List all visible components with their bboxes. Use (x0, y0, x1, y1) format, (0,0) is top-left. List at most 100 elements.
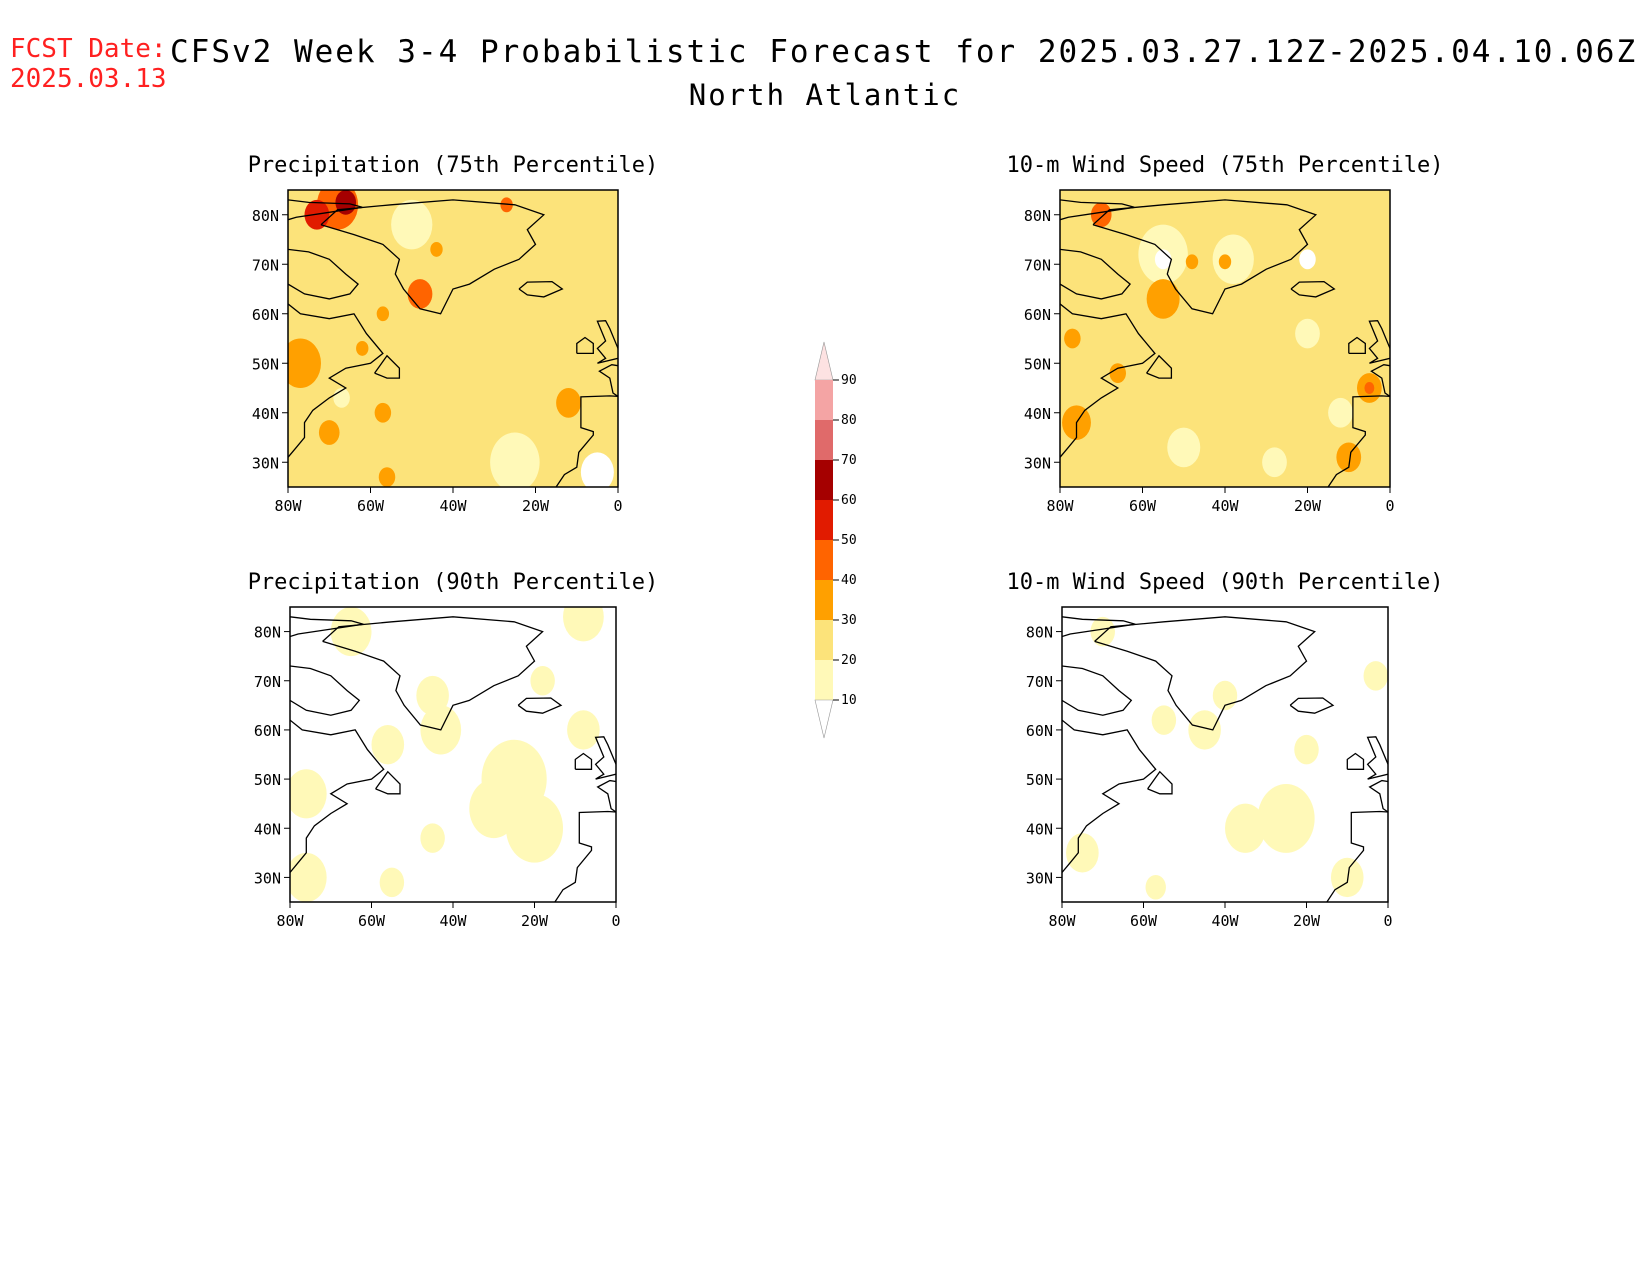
probability-patch (1145, 874, 1166, 900)
coastline (1147, 770, 1173, 795)
probability-patch (1257, 784, 1315, 853)
lat-tick-label: 30N (1026, 869, 1053, 887)
probability-patch (1363, 661, 1388, 691)
coastline (596, 779, 616, 813)
lon-tick-label: 40W (1211, 497, 1239, 515)
probability-field (1062, 607, 1388, 902)
probability-patch (1064, 328, 1081, 349)
map-panel-wind90: 10-m Wind Speed (90th Percentile) 80N 70N 6… (1006, 570, 1443, 930)
probability-base-fill (288, 190, 618, 487)
lat-tick-label: 70N (1024, 256, 1051, 274)
coastline (596, 320, 618, 364)
lon-tick-label: 80W (274, 497, 302, 515)
colorbar-label: 80 (841, 413, 857, 428)
lat-tick-label: 30N (254, 869, 281, 887)
coastline (1290, 280, 1336, 298)
probability-patch (379, 867, 405, 898)
probability-patch (1151, 705, 1177, 735)
lat-tick-label: 60N (1024, 306, 1051, 324)
coastline (1092, 199, 1318, 315)
probability-field (288, 190, 618, 487)
colorbar-segment (815, 380, 833, 420)
coastline (517, 697, 563, 714)
coastline (1348, 336, 1366, 355)
coastline (374, 354, 401, 379)
lon-tick-label: 0 (611, 912, 620, 930)
probability-patch (1294, 734, 1319, 765)
lon-tick-label: 40W (439, 912, 467, 930)
map-panel-precip90: Precipitation (90th Percentile) 80N 70N 60N… (248, 570, 659, 930)
lon-tick-label: 40W (1211, 912, 1239, 930)
probability-patch (318, 420, 340, 445)
lat-tick-label: 50N (1024, 355, 1051, 373)
coastline (288, 303, 384, 458)
probability-patch (378, 467, 396, 487)
coastline (1060, 199, 1135, 221)
lat-tick-label: 40N (1026, 820, 1053, 838)
probability-patch (505, 793, 564, 863)
coastline (594, 736, 616, 780)
coastline (555, 395, 618, 487)
probability-patch (1364, 382, 1375, 394)
lon-tick-label: 20W (1293, 912, 1321, 930)
coastline (1146, 354, 1173, 379)
coastline (1327, 395, 1390, 487)
probability-patch (430, 241, 443, 257)
colorbar-label: 40 (841, 573, 857, 588)
probability-base-fill (290, 607, 616, 902)
lat-tick-label: 50N (1026, 771, 1053, 789)
probability-patch (1066, 833, 1099, 873)
coastline (1094, 616, 1316, 731)
probability-patch (1295, 318, 1320, 349)
coastline (288, 248, 360, 300)
colorbar-top-cap (814, 341, 834, 381)
probability-field (1060, 190, 1390, 487)
probability-patch (1146, 279, 1180, 319)
colorbar-segment (815, 660, 833, 700)
colorbar: 10 20 30 40 50 60 70 80 90 (814, 341, 857, 739)
panel-title: 10-m Wind Speed (90th Percentile) (1006, 570, 1443, 595)
colorbar-label: 70 (841, 453, 857, 468)
probability-patch (290, 852, 327, 902)
probability-patch (1185, 254, 1199, 270)
lat-tick-label: 70N (254, 673, 281, 691)
lat-tick-label: 30N (1024, 454, 1051, 472)
probability-field (290, 607, 616, 902)
probability-patch (420, 823, 445, 853)
lon-tick-label: 60W (1129, 497, 1157, 515)
probability-patch (391, 199, 433, 250)
probability-patch (371, 725, 405, 765)
probability-base-fill (1062, 607, 1388, 902)
probability-patch (490, 432, 540, 487)
lat-tick-label: 70N (1026, 673, 1053, 691)
colorbar-segment (815, 540, 833, 580)
coastline (1326, 810, 1388, 902)
probability-patch (567, 710, 600, 750)
region-subtitle: North Atlantic (688, 78, 962, 112)
probability-patch (1299, 249, 1316, 270)
panel-title: 10-m Wind Speed (75th Percentile) (1006, 153, 1443, 178)
lat-tick-label: 60N (254, 722, 281, 740)
probability-patch (500, 197, 513, 213)
lon-tick-label: 80W (1046, 497, 1074, 515)
lon-tick-label: 20W (1294, 497, 1322, 515)
probability-patch (1154, 249, 1172, 270)
coastline (1346, 752, 1365, 770)
forecast-date-label: FCST Date: (10, 34, 167, 64)
lon-tick-label: 80W (276, 912, 304, 930)
coastline (554, 810, 616, 902)
lon-tick-label: 20W (522, 497, 550, 515)
lat-tick-label: 40N (1024, 405, 1051, 423)
lat-tick-label: 30N (252, 454, 279, 472)
panel-title: Precipitation (90th Percentile) (248, 570, 659, 595)
probability-patch (1188, 710, 1221, 750)
coastline (1366, 736, 1388, 780)
lon-tick-label: 40W (439, 497, 467, 515)
coastline (1368, 320, 1390, 364)
lat-tick-label: 60N (252, 306, 279, 324)
lon-tick-label: 60W (1130, 912, 1158, 930)
colorbar-segment (815, 580, 833, 620)
forecast-date-block: FCST Date: 2025.03.13 (10, 34, 167, 94)
lat-tick-label: 80N (252, 207, 279, 225)
lat-tick-label: 50N (252, 355, 279, 373)
